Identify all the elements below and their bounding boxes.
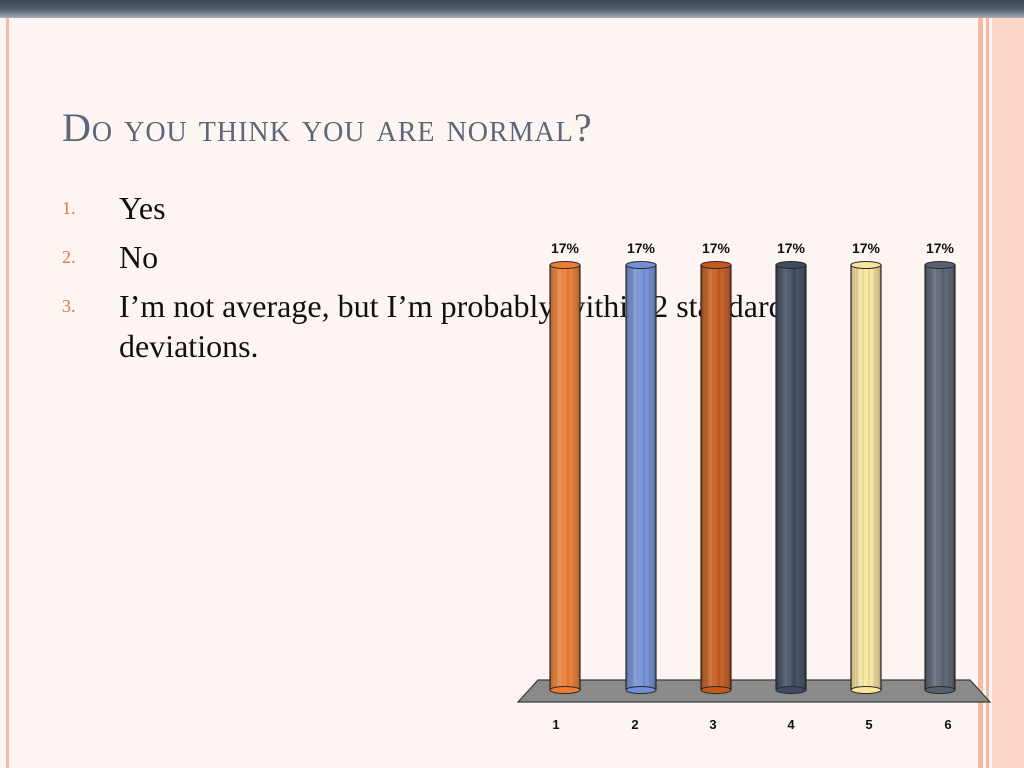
data-label: 17% [702, 240, 731, 256]
list-number: 1. [62, 198, 76, 218]
x-tick-label: 5 [865, 717, 872, 732]
x-tick-label: 2 [631, 717, 638, 732]
bar [700, 261, 732, 694]
bar [625, 261, 657, 694]
bars-group [549, 261, 956, 694]
x-tick-labels-group: 1 2 3 4 5 6 [552, 717, 951, 732]
list-item: 2. No [62, 237, 822, 277]
right-stripe [986, 18, 989, 768]
data-label: 17% [777, 240, 806, 256]
right-stripe [978, 18, 983, 768]
x-tick-label: 3 [709, 717, 716, 732]
list-item-text: I’m not average, but I’m probably within… [119, 288, 785, 364]
right-stripe [992, 18, 1024, 768]
bar [775, 261, 807, 694]
data-label: 17% [627, 240, 656, 256]
bar [924, 261, 956, 694]
answer-list: 1. Yes 2. No 3. I’m not average, but I’m… [62, 188, 822, 366]
list-item: 3. I’m not average, but I’m probably wit… [62, 286, 822, 366]
right-border-stripes [976, 18, 1024, 768]
list-item: 1. Yes [62, 188, 822, 228]
data-label: 17% [852, 240, 881, 256]
x-tick-label: 1 [552, 717, 559, 732]
slide-title: Do you think you are normal? [62, 105, 593, 150]
data-label: 17% [551, 240, 580, 256]
left-border-stripe [6, 18, 9, 768]
data-labels-group: 17% 17% 17% 17% 17% 17% [551, 240, 955, 256]
list-item-text: No [119, 239, 159, 275]
top-bar [0, 0, 1024, 18]
bar [549, 261, 581, 694]
chart-floor [516, 679, 992, 703]
list-item-text: Yes [119, 190, 166, 226]
x-tick-label: 4 [787, 717, 795, 732]
list-number: 3. [62, 296, 76, 316]
bar [850, 261, 882, 694]
x-tick-label: 6 [944, 717, 951, 732]
list-number: 2. [62, 247, 76, 267]
data-label: 17% [926, 240, 955, 256]
